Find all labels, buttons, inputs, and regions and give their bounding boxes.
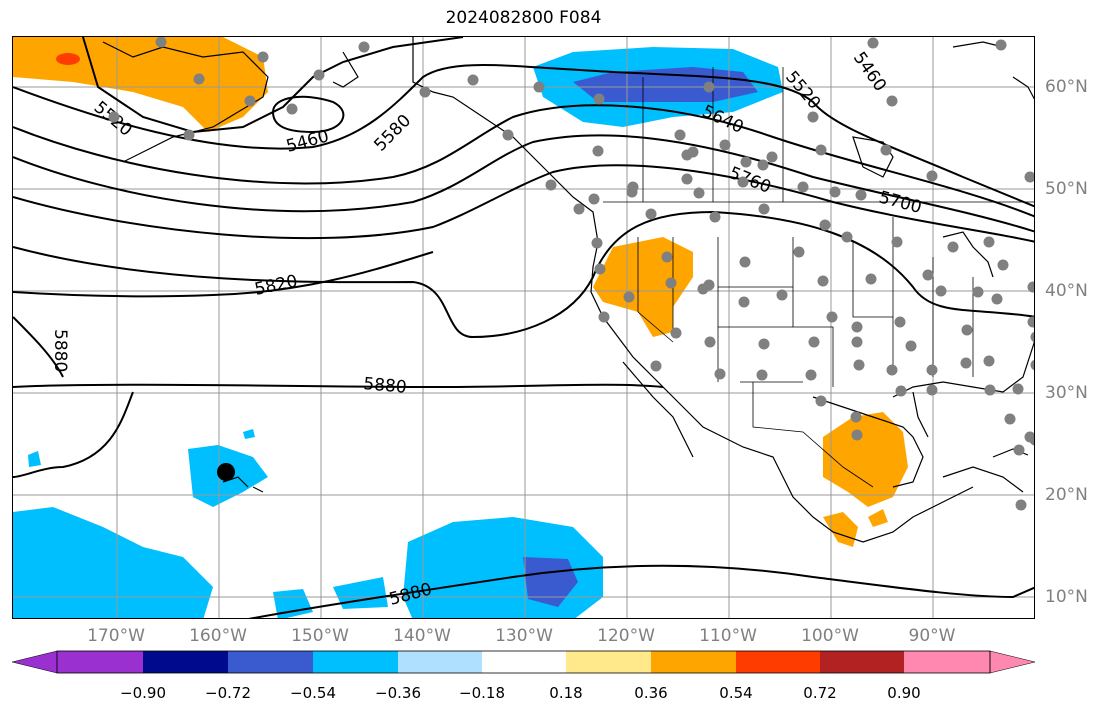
map-panel: 5520 5460 5580 5520 5460 5640 5760 5700 … xyxy=(12,36,1035,619)
colorbar-segment xyxy=(651,651,736,673)
lon-label: 140°W xyxy=(393,626,451,646)
colorbar-segment xyxy=(989,650,1036,674)
colorbar-tick-label: −0.54 xyxy=(290,684,336,702)
lon-label: 150°W xyxy=(291,626,349,646)
colorbar-segment xyxy=(228,651,313,673)
colorbar-tick-label: −0.90 xyxy=(120,684,166,702)
map-title: 2024082800 F084 xyxy=(445,8,602,28)
colorbar-segment xyxy=(566,651,651,673)
contour-label: 5880 xyxy=(50,329,70,372)
lon-label: 160°W xyxy=(189,626,247,646)
negative-anomaly-shading xyxy=(13,47,783,618)
colorbar-segment xyxy=(820,651,904,673)
colorbar-tick-label: 0.54 xyxy=(719,684,753,702)
lon-label: 170°W xyxy=(87,626,145,646)
lon-label: 90°W xyxy=(908,626,956,646)
colorbar-segment xyxy=(736,651,820,673)
lat-label: 40°N xyxy=(1045,281,1088,301)
lat-label: 10°N xyxy=(1045,587,1088,607)
colorbar-tick-label: −0.18 xyxy=(459,684,505,702)
colorbar-segment xyxy=(904,651,990,673)
colorbar-tick-label: 0.90 xyxy=(887,684,921,702)
map-canvas: 5520 5460 5580 5520 5460 5640 5760 5700 … xyxy=(13,37,1034,618)
lon-label: 110°W xyxy=(699,626,757,646)
lat-label: 50°N xyxy=(1045,179,1088,199)
contour-label: 5460 xyxy=(849,48,890,95)
colorbar-segment xyxy=(313,651,398,673)
colorbar-segment xyxy=(11,650,58,674)
colorbar-segment xyxy=(398,651,482,673)
colorbar-tick-label: 0.72 xyxy=(803,684,837,702)
lon-label: 120°W xyxy=(597,626,655,646)
lat-label: 60°N xyxy=(1045,77,1088,97)
lon-label: 100°W xyxy=(801,626,859,646)
lon-label: 130°W xyxy=(495,626,553,646)
positive-anomaly-shading xyxy=(13,37,908,547)
station-markers xyxy=(108,37,1034,511)
contour-label: 5880 xyxy=(363,374,408,398)
colorbar xyxy=(11,650,1036,674)
height-contours xyxy=(13,37,1034,618)
contour-label: 5820 xyxy=(253,271,299,300)
colorbar-segment xyxy=(57,651,143,673)
colorbar-tick-label: 0.36 xyxy=(634,684,668,702)
colorbar-segment xyxy=(143,651,228,673)
storm-center-marker xyxy=(217,463,235,481)
colorbar-segment xyxy=(482,651,566,673)
colorbar-tick-label: −0.36 xyxy=(375,684,421,702)
lat-label: 20°N xyxy=(1045,485,1088,505)
colorbar-tick-label: −0.72 xyxy=(205,684,251,702)
lat-label: 30°N xyxy=(1045,383,1088,403)
colorbar-tick-label: 0.18 xyxy=(549,684,583,702)
